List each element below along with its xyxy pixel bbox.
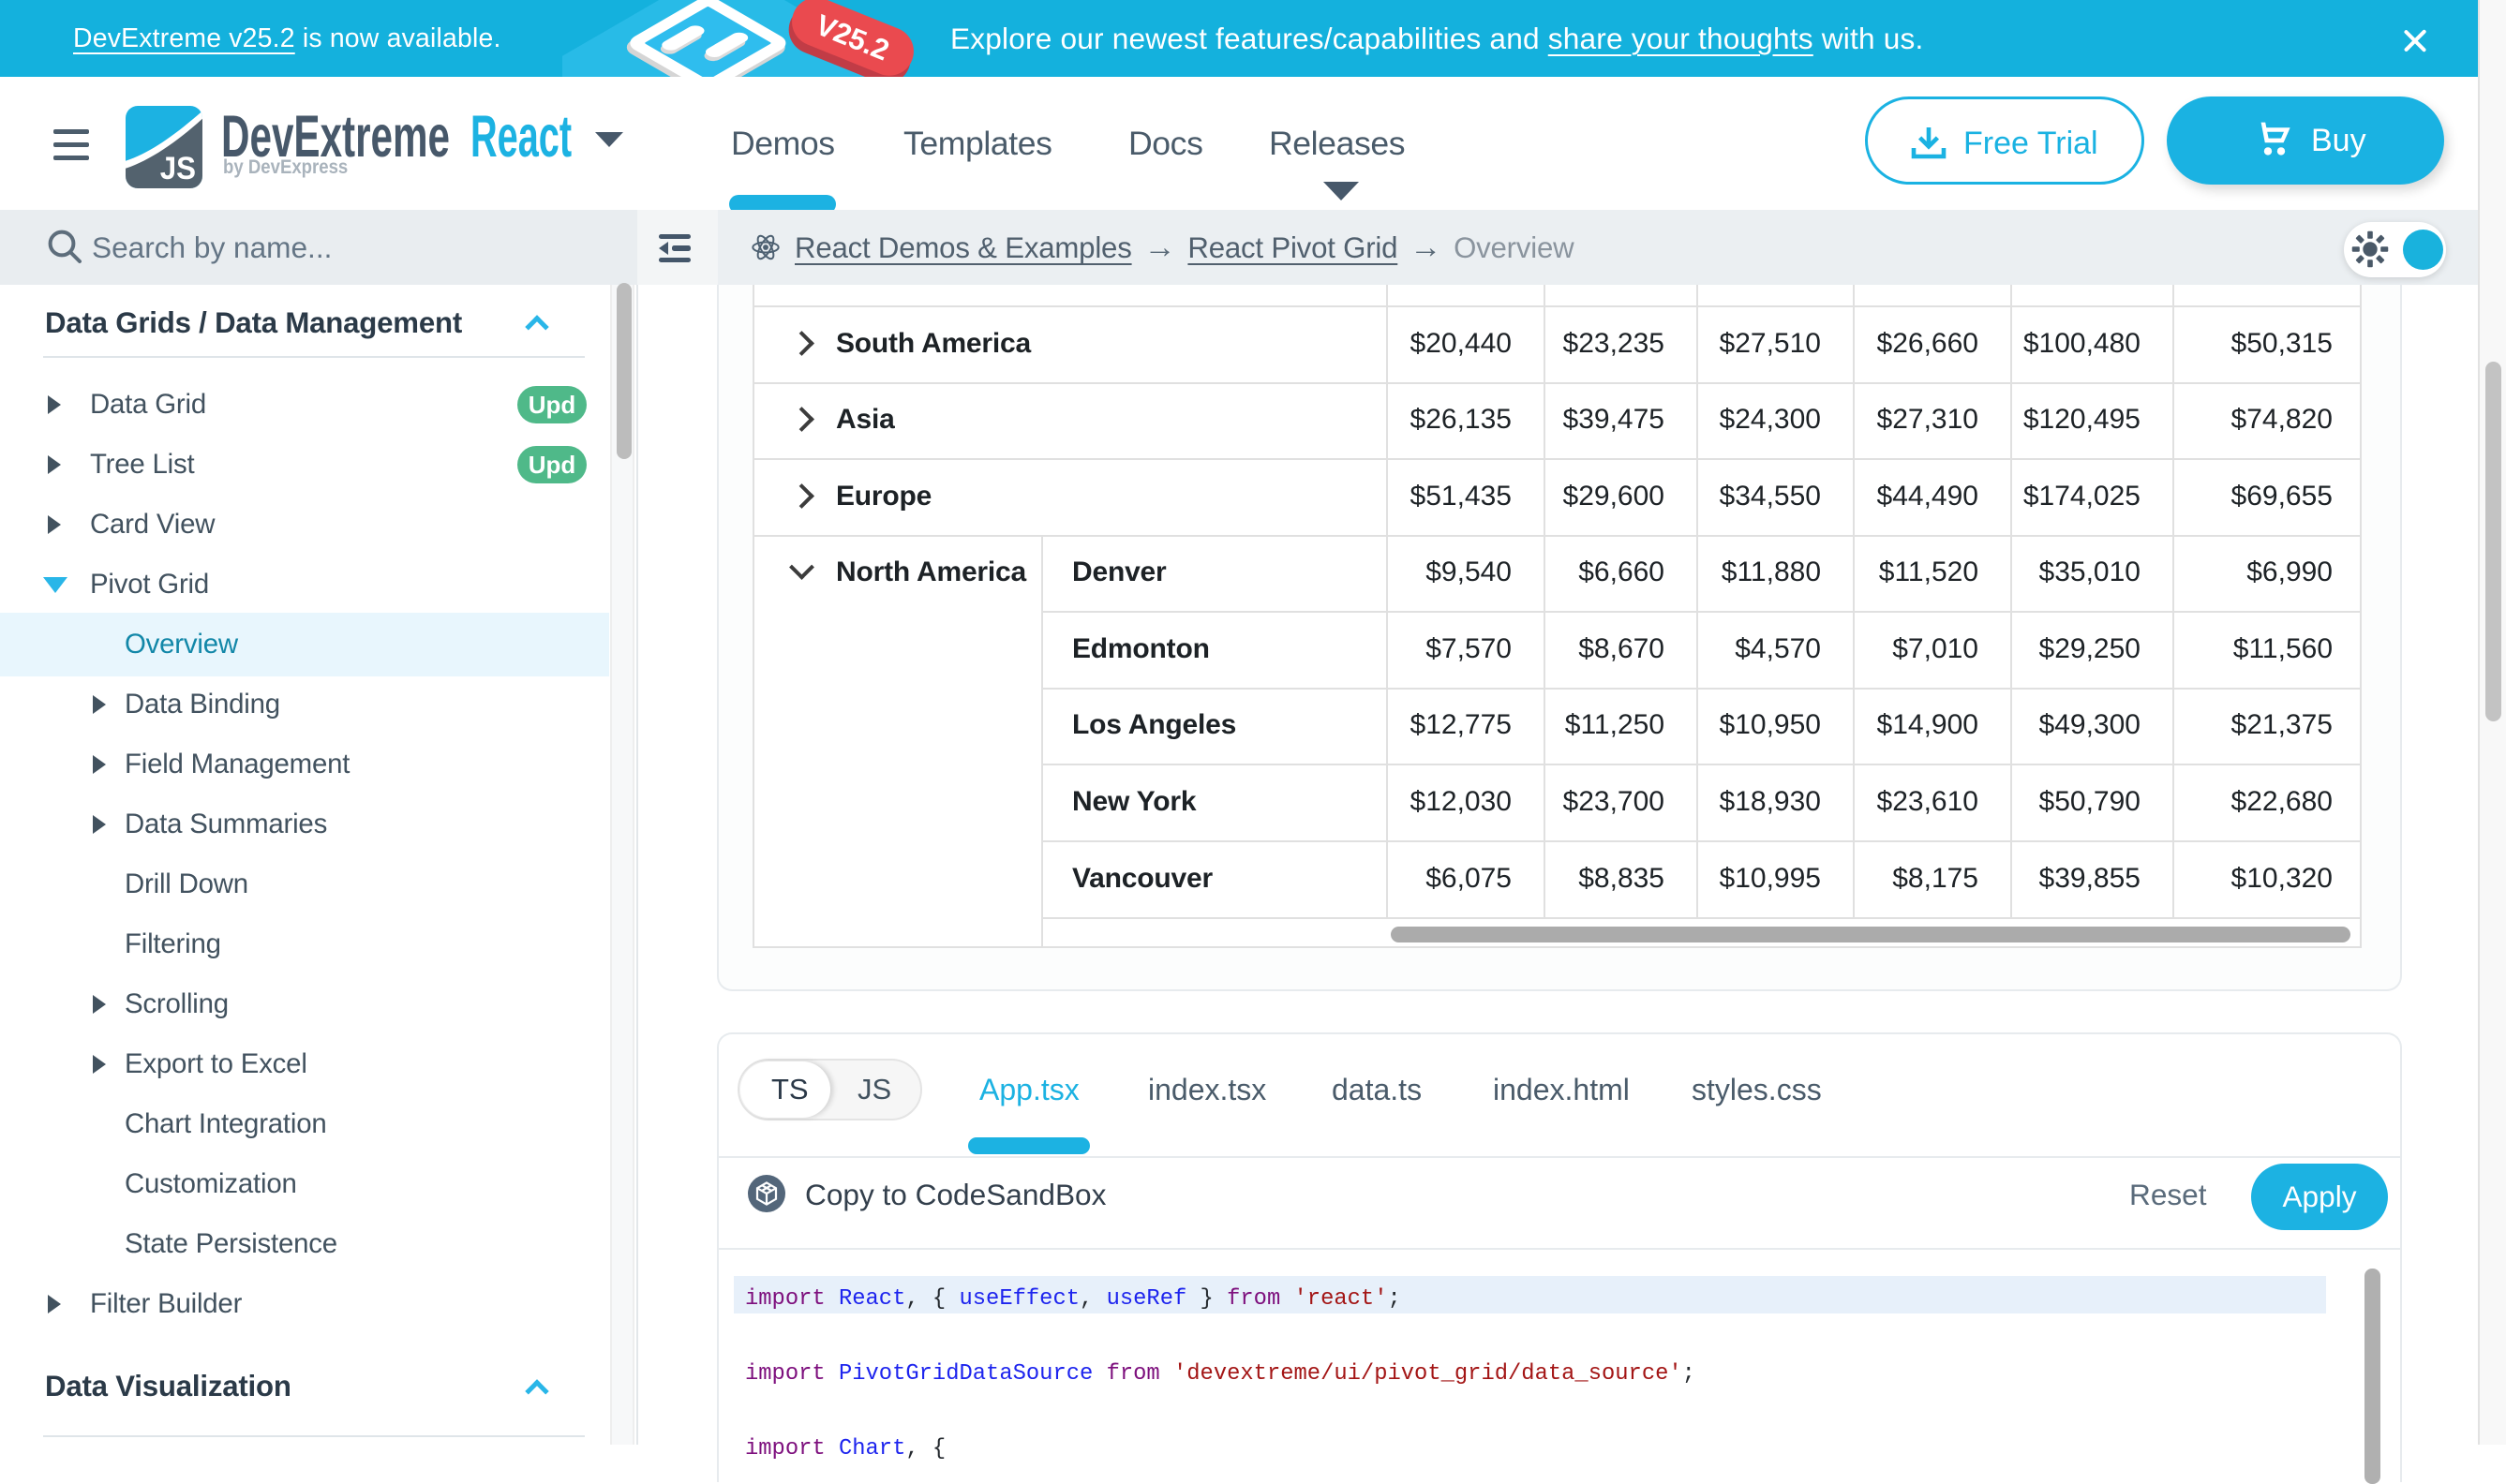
- svg-text:JS: JS: [160, 150, 196, 186]
